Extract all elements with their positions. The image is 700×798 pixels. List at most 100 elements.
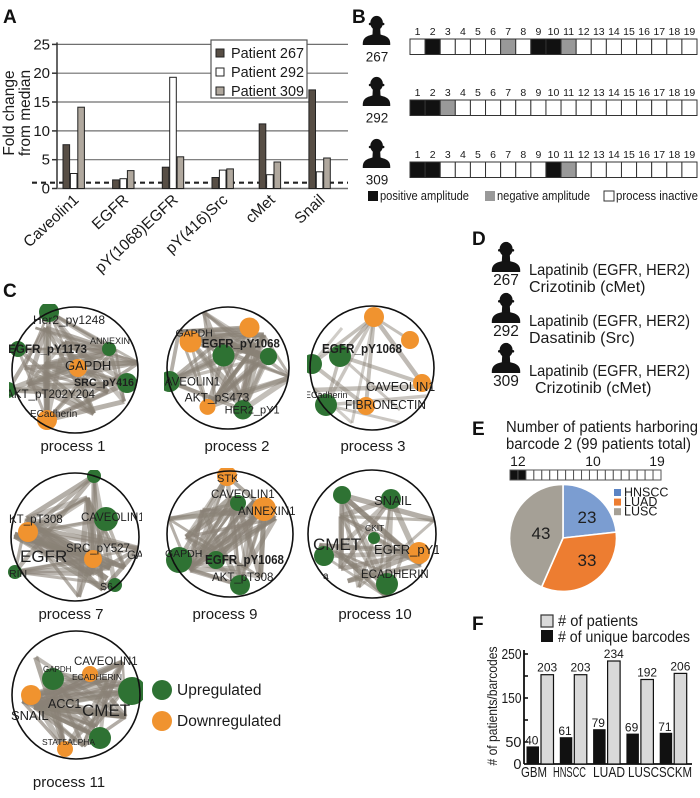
svg-text:4: 4	[460, 149, 466, 161]
svg-text:CAVEOLIN1: CAVEOLIN1	[74, 656, 138, 668]
svg-text:1: 1	[415, 149, 421, 161]
svg-text:6: 6	[490, 87, 496, 99]
svg-text:16: 16	[638, 26, 650, 38]
svg-text:CAVEOLIN1: CAVEOLIN1	[164, 377, 220, 389]
svg-text:8: 8	[520, 87, 526, 99]
svg-text:SRC_pY416: SRC_pY416	[74, 377, 134, 389]
svg-text:13: 13	[593, 87, 605, 99]
svg-text:GBM: GBM	[521, 764, 547, 781]
svg-text:D: D	[472, 229, 486, 250]
svg-text:EGFR_pY11: EGFR_pY11	[374, 542, 439, 557]
svg-text:5: 5	[475, 26, 481, 38]
svg-text:HER2_pY1: HER2_pY1	[225, 405, 280, 417]
svg-text:11: 11	[563, 26, 574, 38]
svg-text:150: 150	[502, 691, 522, 707]
svg-text:15: 15	[33, 94, 50, 111]
svg-text:Snail: Snail	[292, 191, 329, 227]
svg-text:2: 2	[430, 87, 436, 99]
svg-text:14: 14	[608, 87, 620, 99]
svg-text:AKT_pT202Y204: AKT_pT202Y204	[9, 389, 96, 401]
svg-text:11: 11	[563, 87, 574, 99]
svg-text:18: 18	[668, 149, 680, 161]
svg-text:Downregulated: Downregulated	[177, 713, 281, 730]
svg-text:20: 20	[33, 65, 50, 82]
svg-text:from median: from median	[17, 70, 34, 156]
svg-text:Upregulated: Upregulated	[177, 682, 261, 699]
svg-text:18: 18	[668, 87, 680, 99]
svg-text:7: 7	[505, 87, 511, 99]
svg-text:ANNEXIN1: ANNEXIN1	[238, 506, 296, 518]
svg-text:a: a	[323, 571, 329, 582]
svg-text:ANNEXIN: ANNEXIN	[90, 336, 130, 346]
svg-text:17: 17	[653, 26, 665, 38]
svg-text:10: 10	[33, 123, 50, 140]
svg-text:KT_pT308: KT_pT308	[9, 514, 63, 526]
svg-text:292: 292	[366, 111, 389, 126]
svg-text:33: 33	[578, 551, 597, 570]
svg-text:17: 17	[653, 149, 665, 161]
svg-text:STK: STK	[217, 473, 239, 485]
svg-text:4: 4	[460, 26, 466, 38]
svg-text:barcode 2 (99 patients total): barcode 2 (99 patients total)	[506, 436, 691, 453]
svg-text:# of patients/barcodes: # of patients/barcodes	[484, 647, 500, 766]
svg-text:EGFR_pY1068: EGFR_pY1068	[202, 337, 280, 351]
svg-text:79: 79	[592, 716, 606, 730]
svg-text:5: 5	[475, 87, 481, 99]
svg-text:RIN: RIN	[9, 568, 27, 580]
svg-text:10: 10	[548, 87, 560, 99]
svg-text:Number of patients harboring: Number of patients harboring	[506, 419, 698, 436]
svg-text:6: 6	[490, 149, 496, 161]
svg-text:ECADHERIN: ECADHERIN	[361, 569, 429, 581]
svg-text:B: B	[352, 7, 366, 28]
svg-text:40: 40	[525, 733, 539, 747]
svg-text:23: 23	[578, 508, 597, 527]
svg-text:8: 8	[520, 26, 526, 38]
svg-text:292: 292	[493, 323, 519, 340]
svg-text:Crizotinib (cMet): Crizotinib (cMet)	[535, 380, 651, 397]
svg-text:5: 5	[475, 149, 481, 161]
svg-text:# of unique barcodes: # of unique barcodes	[558, 629, 690, 646]
svg-text:12: 12	[578, 26, 590, 38]
svg-text:LUAD: LUAD	[593, 764, 625, 781]
svg-text:SRC_pY527: SRC_pY527	[66, 543, 130, 555]
svg-text:Patient 267: Patient 267	[231, 45, 304, 62]
svg-text:13: 13	[593, 26, 605, 38]
svg-text:5: 5	[42, 152, 50, 169]
svg-text:14: 14	[608, 149, 620, 161]
svg-text:19: 19	[684, 87, 696, 99]
svg-text:61: 61	[558, 724, 572, 738]
svg-text:ACC1: ACC1	[48, 697, 81, 711]
svg-text:Lapatinib (EGFR, HER2): Lapatinib (EGFR, HER2)	[529, 313, 690, 330]
svg-text:15: 15	[623, 149, 635, 161]
svg-text:Dasatinib (Src): Dasatinib (Src)	[529, 330, 635, 347]
svg-text:Crizotinib (cMet): Crizotinib (cMet)	[529, 279, 645, 296]
svg-text:13: 13	[593, 149, 605, 161]
svg-text:cMet: cMet	[242, 191, 279, 227]
svg-text:11: 11	[563, 149, 574, 161]
svg-text:9: 9	[535, 149, 541, 161]
svg-text:positive amplitude: positive amplitude	[380, 188, 469, 203]
svg-text:EGFR_pY1068: EGFR_pY1068	[205, 553, 284, 567]
svg-text:3: 3	[445, 149, 451, 161]
svg-text:309: 309	[366, 173, 389, 188]
svg-text:8: 8	[520, 149, 526, 161]
svg-text:GAPDH: GAPDH	[176, 328, 213, 340]
svg-text:1: 1	[415, 87, 421, 99]
svg-text:LUSC: LUSC	[628, 764, 659, 781]
svg-text:6: 6	[490, 26, 496, 38]
svg-text:CMET: CMET	[82, 701, 130, 720]
svg-text:negative amplitude: negative amplitude	[497, 188, 590, 203]
svg-text:S6: S6	[100, 581, 113, 593]
svg-text:GAPDH: GAPDH	[165, 548, 202, 560]
svg-text:LUAD: LUAD	[624, 495, 657, 509]
svg-text:STAT5ALPHA: STAT5ALPHA	[42, 737, 95, 747]
svg-text:GAPDH: GAPDH	[65, 358, 111, 373]
svg-text:3: 3	[445, 26, 451, 38]
svg-text:CAVEOLIN1: CAVEOLIN1	[366, 380, 435, 394]
svg-text:19: 19	[684, 26, 696, 38]
svg-text:267: 267	[493, 272, 519, 289]
svg-text:EGFR: EGFR	[20, 547, 67, 566]
svg-text:50: 50	[505, 735, 521, 751]
svg-text:18: 18	[668, 26, 680, 38]
svg-text:Caveolin1: Caveolin1	[20, 191, 82, 250]
